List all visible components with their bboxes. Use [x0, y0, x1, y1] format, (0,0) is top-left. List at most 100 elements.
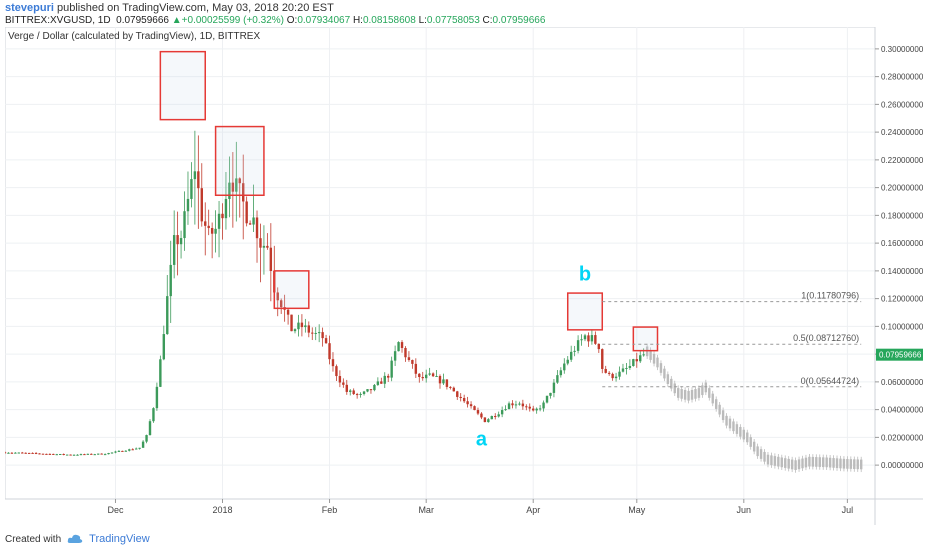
publish-line: stevepuri published on TradingView.com, …	[5, 2, 334, 14]
candle-body	[393, 351, 397, 361]
tradingview-logo[interactable]: TradingView	[89, 533, 150, 545]
y-tick-label: 0.12000000	[881, 295, 923, 304]
candle-body	[545, 395, 549, 403]
candle-body	[414, 363, 418, 374]
candle-body	[228, 182, 231, 199]
author-link[interactable]: stevepuri	[5, 2, 54, 14]
candle-body	[55, 454, 58, 456]
highlight-box	[566, 292, 604, 331]
candle-body	[21, 452, 24, 454]
chart-area[interactable]: 1(0.11780796) 0.5(0.08712760) 0(0.05644724…	[3, 26, 924, 525]
projection-bar	[846, 459, 849, 469]
x-tick-label: 2018	[212, 505, 232, 515]
y-tick-label: 0.30000000	[881, 45, 923, 54]
plot-frame	[4, 26, 876, 500]
candle-body	[62, 453, 65, 455]
projection-bar	[756, 446, 759, 457]
y-axis[interactable]: 0.30000000 0.28000000 0.26000000 0.24000000…	[875, 45, 924, 470]
candle-body	[438, 376, 442, 384]
projection-bar	[732, 421, 735, 432]
projection-bar	[687, 390, 690, 401]
high-value: 0.08158608	[362, 15, 416, 26]
candle-body	[366, 389, 369, 392]
candle-body	[235, 178, 238, 192]
candle-body	[83, 454, 86, 456]
candle-body	[321, 332, 324, 339]
candle-body	[121, 450, 124, 452]
projection-bar	[711, 393, 714, 404]
candle-body	[362, 391, 366, 394]
candle-body	[494, 416, 497, 418]
candle-body	[183, 211, 186, 239]
candle-body	[469, 404, 473, 407]
projection-bar	[797, 459, 801, 470]
candle-body	[352, 390, 355, 395]
candle-body	[65, 454, 69, 456]
candle-body	[604, 368, 607, 373]
fib-levels: 1(0.11780796) 0.5(0.08712760) 0(0.05644724…	[602, 291, 862, 388]
candle-body	[138, 447, 141, 449]
price-chart[interactable]: 1(0.11780796) 0.5(0.08712760) 0(0.05644724…	[3, 26, 924, 525]
candle-body	[266, 245, 269, 248]
candle-body	[217, 213, 221, 229]
candle-body	[632, 359, 635, 366]
projection-bar	[739, 426, 742, 437]
candle-body	[607, 372, 611, 374]
candle-body	[418, 373, 421, 378]
candle-body	[179, 238, 183, 245]
x-axis[interactable]: Dec 2018 Feb Mar Apr May Jun Jul	[107, 499, 853, 515]
candle-body	[549, 392, 552, 396]
candle-body	[207, 225, 210, 229]
candle-body	[148, 421, 152, 436]
wave-labels: ab	[476, 264, 591, 451]
projection-bar	[794, 460, 797, 470]
projection-bar	[749, 437, 752, 447]
candle-body	[580, 339, 583, 341]
candle-body	[449, 386, 452, 388]
candle-body	[601, 349, 604, 369]
candle-body	[210, 228, 214, 234]
candle-body	[476, 410, 480, 414]
projection-bar	[773, 456, 777, 466]
low-value: 0.07758053	[426, 15, 480, 26]
candle-body	[276, 292, 279, 301]
candle-body	[532, 408, 535, 411]
candle-body	[204, 221, 207, 226]
candle-body	[214, 228, 217, 234]
candle-body	[248, 223, 252, 225]
candle-body	[145, 435, 148, 442]
projection-bar	[777, 456, 780, 467]
candle-body	[93, 454, 96, 456]
y-tick-label: 0.26000000	[881, 100, 923, 109]
projection-bar	[842, 458, 846, 469]
projection-bar	[780, 457, 783, 468]
candle-body	[383, 375, 386, 384]
candle-body	[52, 453, 55, 455]
open-label: O:	[286, 15, 298, 26]
candle-body	[155, 386, 159, 409]
x-tick-label: Jun	[737, 505, 752, 515]
candle-body	[569, 351, 573, 360]
y-tick-label: 0.00000000	[881, 461, 923, 470]
candle-body	[31, 452, 34, 454]
candle-body	[262, 245, 266, 248]
candle-body	[442, 379, 445, 384]
projection-bar	[673, 383, 676, 394]
candle-body	[456, 391, 459, 397]
candle-body	[41, 453, 45, 455]
projection-bar	[704, 382, 708, 393]
candle-body	[290, 314, 293, 332]
y-tick-label: 0.02000000	[881, 433, 923, 442]
projection-bar	[818, 457, 821, 467]
candle-body	[635, 359, 638, 362]
candle-body	[435, 376, 438, 378]
highlight-box	[214, 125, 265, 197]
price-tag-text: 0.07959666	[879, 351, 922, 360]
candle-body	[421, 377, 424, 379]
projection-bar	[677, 388, 680, 398]
projection-bar	[784, 458, 787, 468]
candle-body	[124, 450, 128, 452]
projection-bar	[832, 458, 835, 468]
candle-body	[76, 454, 79, 456]
candle-body	[90, 453, 93, 455]
